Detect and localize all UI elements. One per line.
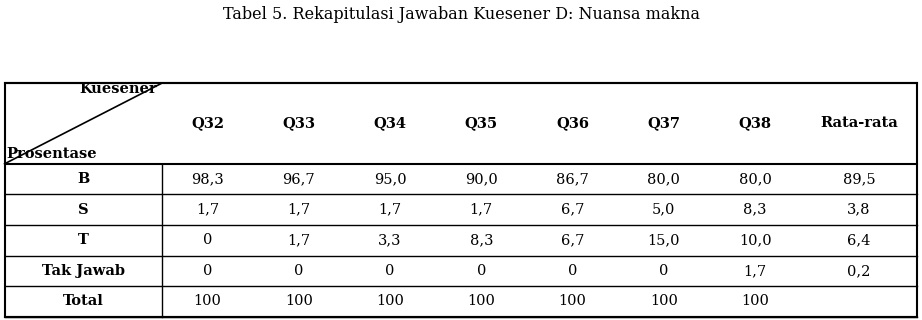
Text: 1,7: 1,7 (287, 203, 311, 217)
Text: 0: 0 (477, 264, 486, 278)
Text: 100: 100 (376, 294, 404, 308)
Text: Q36: Q36 (556, 116, 589, 131)
Text: 6,7: 6,7 (561, 233, 585, 247)
Text: 3,8: 3,8 (847, 203, 870, 217)
Text: S: S (77, 203, 89, 217)
Text: 8,3: 8,3 (743, 203, 767, 217)
Text: 1,7: 1,7 (287, 233, 311, 247)
Text: 100: 100 (467, 294, 495, 308)
Text: 8,3: 8,3 (469, 233, 493, 247)
Text: Tabel 5. Rekapitulasi Jawaban Kuesener D: Nuansa makna: Tabel 5. Rekapitulasi Jawaban Kuesener D… (222, 6, 700, 23)
Text: 95,0: 95,0 (373, 172, 407, 186)
Text: Tak Jawab: Tak Jawab (41, 264, 124, 278)
Text: Q37: Q37 (647, 116, 680, 131)
Text: 15,0: 15,0 (647, 233, 680, 247)
Text: 0,2: 0,2 (847, 264, 870, 278)
Text: Q34: Q34 (373, 116, 407, 131)
Text: 6,4: 6,4 (847, 233, 870, 247)
Text: 86,7: 86,7 (556, 172, 589, 186)
Text: Prosentase: Prosentase (6, 147, 97, 161)
Text: Rata-rata: Rata-rata (821, 116, 898, 131)
Text: 100: 100 (741, 294, 769, 308)
Text: T: T (77, 233, 89, 247)
Text: Total: Total (63, 294, 103, 308)
Text: B: B (77, 172, 89, 186)
Text: 0: 0 (385, 264, 395, 278)
Text: 0: 0 (568, 264, 577, 278)
Text: Q38: Q38 (739, 116, 772, 131)
Text: 80,0: 80,0 (647, 172, 680, 186)
Text: Q32: Q32 (191, 116, 224, 131)
Text: 1,7: 1,7 (469, 203, 493, 217)
Text: Kuesener: Kuesener (79, 82, 157, 96)
Text: 80,0: 80,0 (739, 172, 772, 186)
Text: 0: 0 (294, 264, 303, 278)
Text: 1,7: 1,7 (743, 264, 767, 278)
Text: 0: 0 (203, 233, 212, 247)
Text: 90,0: 90,0 (465, 172, 498, 186)
Text: 10,0: 10,0 (739, 233, 772, 247)
Text: Q35: Q35 (465, 116, 498, 131)
Text: 100: 100 (194, 294, 221, 308)
Text: 100: 100 (650, 294, 678, 308)
Text: 100: 100 (285, 294, 313, 308)
Text: 1,7: 1,7 (195, 203, 219, 217)
Text: 98,3: 98,3 (191, 172, 224, 186)
Text: 6,7: 6,7 (561, 203, 585, 217)
Text: Q33: Q33 (282, 116, 315, 131)
Text: 5,0: 5,0 (652, 203, 676, 217)
Text: 3,3: 3,3 (378, 233, 402, 247)
Text: 89,5: 89,5 (843, 172, 875, 186)
Text: 1,7: 1,7 (378, 203, 402, 217)
Text: 96,7: 96,7 (282, 172, 315, 186)
Text: 0: 0 (659, 264, 668, 278)
Text: 100: 100 (559, 294, 586, 308)
Text: 0: 0 (203, 264, 212, 278)
